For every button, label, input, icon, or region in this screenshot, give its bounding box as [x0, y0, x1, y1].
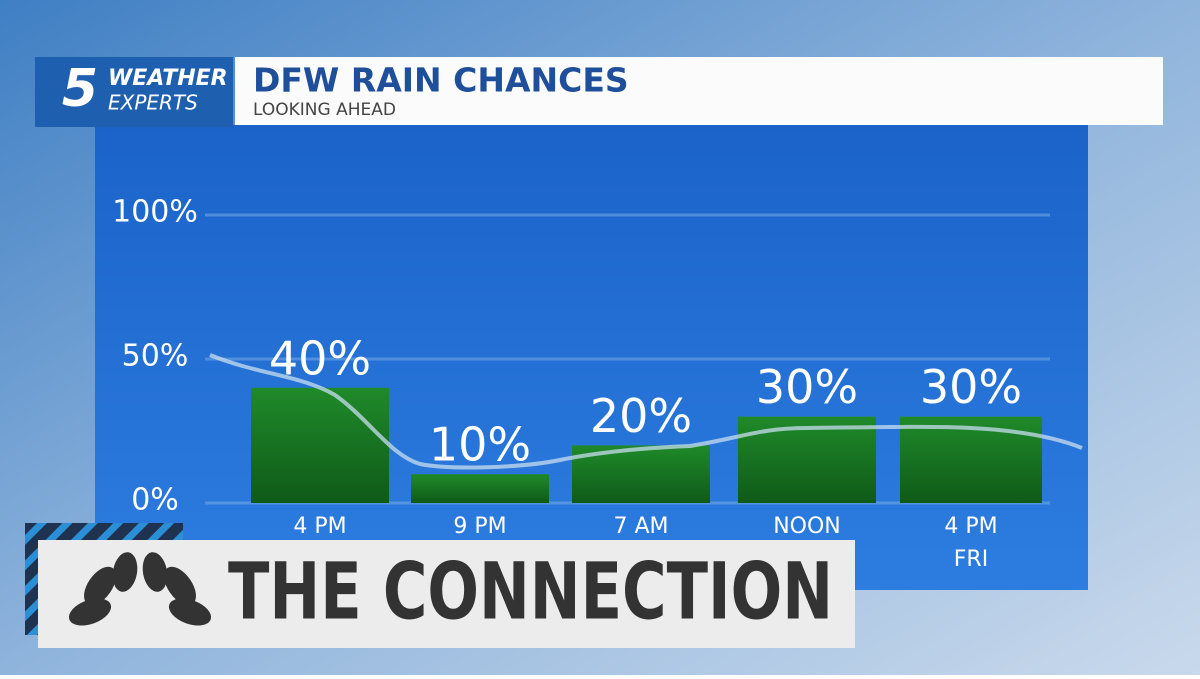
trend-line [209, 353, 1083, 470]
chart-title: DFW RAIN CHANCES [253, 61, 629, 100]
x-tick-label: 7 AM [613, 514, 668, 539]
data-label: 10% [429, 418, 531, 472]
logo-line: WEATHER [108, 66, 228, 91]
y-tick-label: 0% [131, 483, 179, 518]
data-label: 20% [590, 389, 692, 443]
logo-box [35, 57, 233, 127]
x-tick-label: 9 PM [453, 514, 506, 539]
x-tick-label: 4 PM [944, 514, 997, 539]
logo-number: 5 [62, 59, 98, 119]
data-label: 30% [920, 360, 1022, 414]
title-bar [235, 57, 1163, 125]
y-tick-label: 100% [112, 195, 198, 230]
peacock-logo [68, 552, 212, 626]
x-tick-label: NOON [773, 514, 841, 539]
bar [411, 474, 549, 503]
y-tick-label: 50% [122, 339, 189, 374]
banner-text: THE CONNECTION [228, 547, 833, 637]
logo-line: EXPERTS [108, 91, 198, 115]
x-tick-day: FRI [954, 547, 988, 572]
data-label: 30% [756, 360, 858, 414]
chart-subtitle: LOOKING AHEAD [253, 100, 396, 120]
x-tick-label: 4 PM [293, 514, 346, 539]
bar [251, 387, 389, 503]
